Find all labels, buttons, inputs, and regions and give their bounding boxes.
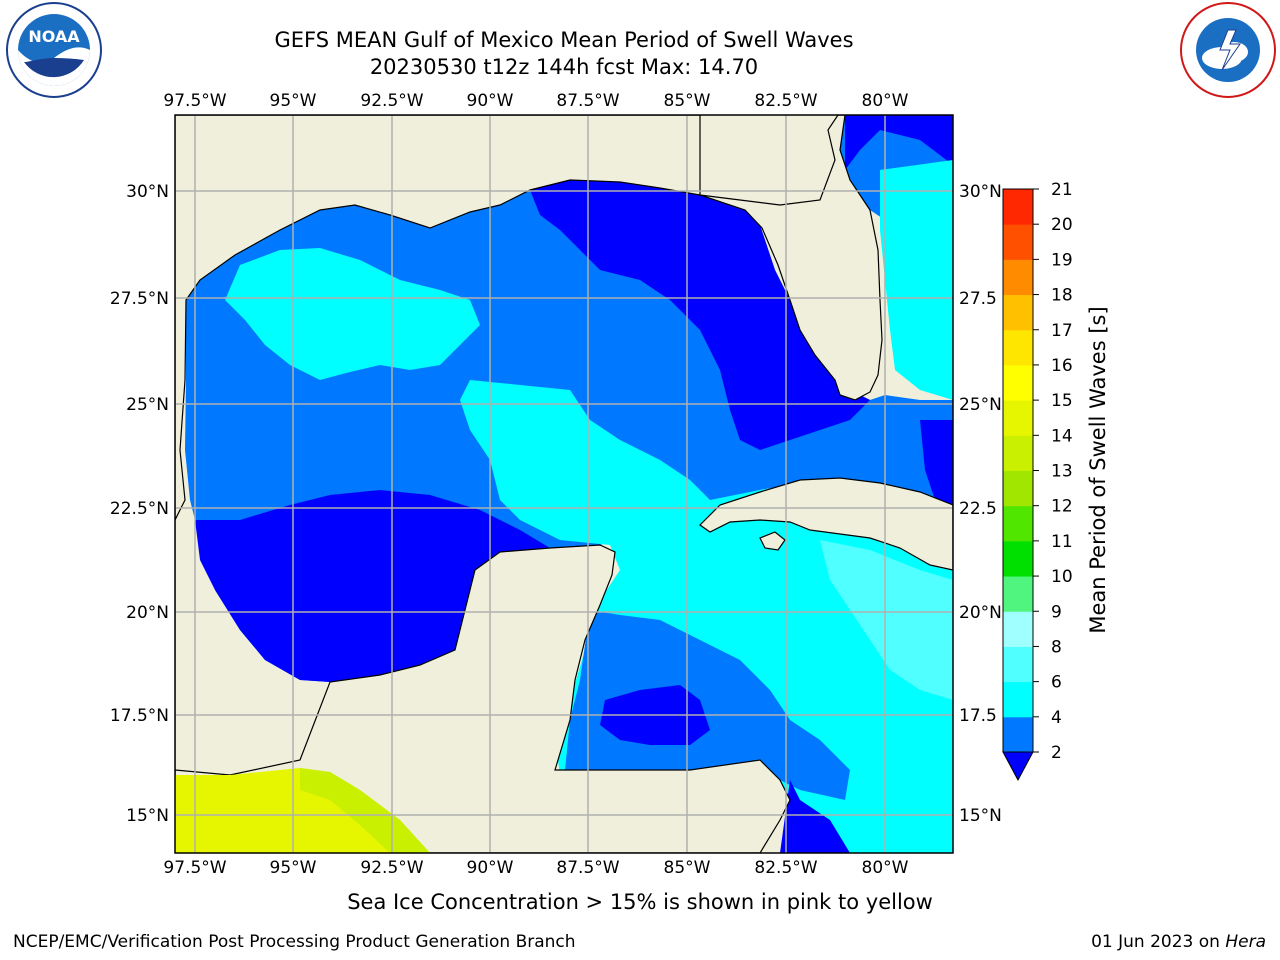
colorbar-tick-label: 10	[1051, 567, 1073, 587]
map-tick-labels: 97.5°W 97.5°W 95°W 95°W 92.5°W 92.5°W 90°W 90°W…	[110, 91, 1002, 878]
colorbar-tick-label: 13	[1051, 462, 1073, 482]
lon-label-top: 82.5°W	[754, 91, 817, 111]
colorbar-segment	[1003, 364, 1033, 401]
cuba-land	[699, 477, 953, 571]
lat-label-right: 20°N	[959, 603, 1002, 623]
colorbar-segment	[1003, 224, 1033, 260]
mexico-west-land	[175, 115, 701, 853]
colorbar-tick-label: 4	[1051, 708, 1062, 728]
isla-juventud-land	[759, 531, 786, 551]
colorbar-tick-label: 14	[1051, 426, 1073, 446]
florida-land	[699, 115, 883, 401]
lon-label-bottom: 92.5°W	[360, 858, 423, 878]
colorbar-tick-label: 19	[1051, 250, 1073, 270]
lon-label-top: 97.5°W	[163, 91, 226, 111]
colorbar-segment	[1003, 505, 1033, 542]
lat-label-left: 30°N	[126, 182, 169, 202]
sea-ice-note: Sea Ice Concentration > 15% is shown in …	[347, 890, 933, 914]
colorbar-segment	[1003, 540, 1033, 577]
colorbar-segment	[1003, 189, 1033, 225]
atlantic-deep-blue	[845, 115, 953, 170]
map-frame	[174, 114, 954, 854]
footer-date: 01 Jun 2023 on Hera	[1091, 932, 1266, 952]
lon-label-top: 92.5°W	[360, 91, 423, 111]
lon-label-bottom: 90°W	[467, 858, 514, 878]
lon-label-bottom: 85°W	[664, 858, 711, 878]
colorbar-tick-label: 16	[1051, 356, 1073, 376]
nw-gulf-cyan	[225, 248, 480, 380]
noaa-logo-text: NOAA	[28, 27, 80, 46]
atlantic-cyan	[880, 160, 953, 400]
lon-label-top: 90°W	[467, 91, 514, 111]
lon-label-bottom: 87.5°W	[556, 858, 619, 878]
colorbar-tick-label: 17	[1051, 321, 1073, 341]
chart-title: GEFS MEAN Gulf of Mexico Mean Period of …	[274, 28, 854, 52]
lat-label-left: 22.5°N	[110, 499, 169, 519]
lat-label-right: 22.5	[959, 499, 997, 519]
colorbar-tick-label: 2	[1051, 743, 1062, 763]
footer-date-text: 01 Jun 2023 on	[1091, 932, 1226, 952]
lon-label-bottom: 95°W	[270, 858, 317, 878]
lat-label-right: 15°N	[959, 806, 1002, 826]
colorbar-label: Mean Period of Swell Waves [s]	[1086, 306, 1110, 634]
colorbar-segment	[1003, 435, 1033, 471]
colorbar-segment	[1003, 329, 1033, 366]
map-plot-area	[175, 115, 953, 853]
lat-label-right: 25°N	[959, 395, 1002, 415]
lon-label-top: 87.5°W	[556, 91, 619, 111]
footer-credit: NCEP/EMC/Verification Post Processing Pr…	[13, 932, 576, 952]
colorbar-segment	[1003, 646, 1033, 683]
lat-label-left: 20°N	[126, 603, 169, 623]
lon-label-top: 80°W	[862, 91, 909, 111]
noaa-logo-icon: NOAA	[6, 2, 102, 98]
colorbar-tick-label: 20	[1051, 215, 1073, 235]
colorbar-tick-label: 21	[1051, 180, 1073, 200]
map-gridlines	[175, 115, 953, 853]
colorbar-tick-label: 18	[1051, 286, 1073, 306]
colorbar-segment	[1003, 470, 1033, 507]
lon-label-bottom: 80°W	[862, 858, 909, 878]
colorbar-tick-label: 12	[1051, 497, 1073, 517]
colorbar-segment	[1003, 576, 1033, 612]
colorbar-segment	[1003, 259, 1033, 296]
colorbar-segment	[1003, 294, 1033, 331]
colorbar-under-arrow	[1002, 751, 1034, 782]
sw-gulf-deep-blue	[195, 490, 550, 682]
lat-label-right: 17.5	[959, 706, 997, 726]
ne-gulf-deep-blue	[530, 180, 870, 450]
caribbean-blue-wedge	[565, 610, 850, 800]
chart-subtitle: 20230530 t12z 144h fcst Max: 14.70	[369, 55, 759, 79]
colorbar: 2 4 6 8 9 10 11 12 13 14 15 16 17 18 19 20 21	[1002, 180, 1073, 782]
caribbean-light-cyan	[820, 540, 953, 700]
lat-label-right: 27.5	[959, 289, 997, 309]
colorbar-tick-label: 15	[1051, 391, 1073, 411]
colorbar-tick-label: 6	[1051, 673, 1062, 693]
pacific-yellow-region	[175, 768, 430, 853]
colorbar-segment	[1003, 716, 1033, 753]
lat-label-left: 15°N	[126, 806, 169, 826]
colorbar-segment	[1003, 681, 1033, 718]
sw-corner-deep-blue	[780, 780, 850, 853]
colorbar-tick-label: 11	[1051, 532, 1073, 552]
footer-host: Hera	[1225, 932, 1266, 952]
lat-label-left: 25°N	[126, 395, 169, 415]
colorbar-segment	[1003, 400, 1033, 436]
lat-label-right: 30°N	[959, 182, 1002, 202]
lon-label-top: 85°W	[664, 91, 711, 111]
lon-label-bottom: 82.5°W	[754, 858, 817, 878]
colorbar-segment	[1003, 611, 1033, 647]
lat-label-left: 27.5°N	[110, 289, 169, 309]
colorbar-tick-label: 9	[1051, 602, 1062, 622]
nws-logo-icon	[1180, 2, 1276, 98]
lat-label-left: 17.5°N	[110, 706, 169, 726]
lon-label-bottom: 97.5°W	[163, 858, 226, 878]
lon-label-top: 95°W	[270, 91, 317, 111]
colorbar-tick-label: 8	[1051, 637, 1062, 657]
pacific-yellow-green-band	[300, 768, 430, 853]
bahamas-deep-blue	[920, 420, 953, 505]
